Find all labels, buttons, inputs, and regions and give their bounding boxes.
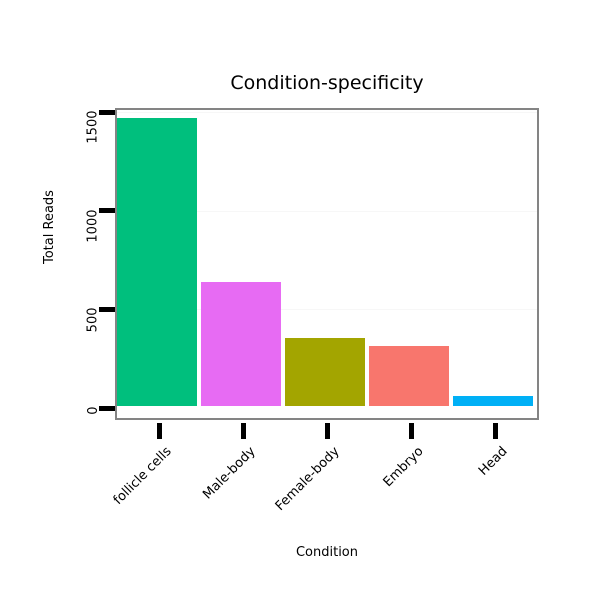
x-tick-mark — [324, 423, 330, 439]
bar-series — [117, 110, 537, 418]
y-tick-mark — [99, 208, 115, 214]
x-axis: follicle cells Male-body Female-body Embryo… — [0, 420, 600, 600]
y-axis: 0 500 1000 1500 Total Reads — [0, 0, 115, 600]
gridline — [117, 112, 537, 113]
bar-embryo — [369, 346, 449, 406]
x-tick-label: follicle cells — [110, 444, 175, 508]
y-tick-label: 0 — [85, 406, 101, 415]
y-tick-mark — [99, 109, 115, 115]
bar-male-body — [201, 282, 281, 406]
plot-panel — [115, 108, 539, 420]
x-tick-label: Male-body — [200, 444, 259, 503]
gridline — [117, 210, 537, 212]
y-tick-label: 1500 — [85, 110, 101, 144]
x-tick-mark — [240, 423, 246, 439]
y-axis-title: Total Reads — [42, 190, 57, 264]
y-tick-mark — [99, 405, 115, 411]
y-tick-label: 1000 — [85, 209, 101, 243]
bar-female-body — [285, 337, 365, 406]
x-tick-mark — [408, 423, 414, 439]
bar-follicle-cells — [117, 118, 197, 406]
x-tick-label: Female-body — [272, 444, 343, 514]
chart-title: Condition-specificity — [230, 72, 424, 94]
x-tick-mark — [492, 423, 498, 439]
bar-head — [453, 395, 533, 406]
y-tick-mark — [99, 306, 115, 312]
plot-area — [117, 110, 537, 418]
x-tick-label: Embryo — [380, 444, 427, 491]
y-tick-label: 500 — [85, 307, 101, 333]
x-tick-label: Head — [475, 444, 511, 479]
x-axis-title: Condition — [295, 545, 359, 560]
gridline — [117, 309, 537, 311]
x-tick-mark — [156, 423, 162, 439]
